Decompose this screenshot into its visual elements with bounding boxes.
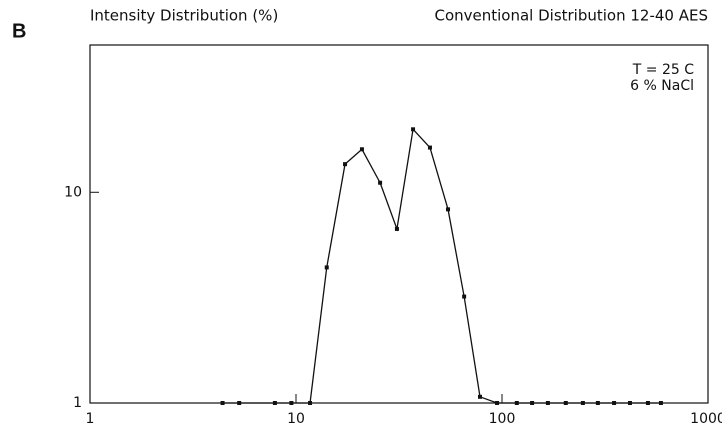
annotation: T = 25 C: [632, 62, 694, 78]
x-tick-label: 1000: [690, 411, 722, 427]
y-tick-label: 10: [64, 184, 82, 200]
data-point: [478, 394, 483, 399]
x-tick-label: 1: [86, 411, 95, 427]
data-point: [324, 265, 329, 270]
data-point: [612, 401, 617, 405]
data-point: [289, 401, 294, 405]
data-point: [220, 401, 225, 405]
data-point: [237, 401, 242, 405]
data-point: [563, 401, 568, 405]
data-point: [411, 127, 416, 132]
data-point: [495, 401, 500, 405]
data-point: [580, 401, 585, 405]
data-point: [627, 401, 632, 405]
data-point: [514, 401, 519, 405]
data-point: [378, 180, 383, 185]
data-point: [272, 401, 277, 405]
data-point: [595, 401, 600, 405]
data-point: [446, 207, 451, 212]
plot-frame: [89, 44, 709, 404]
x-tick-label: 100: [489, 411, 516, 427]
data-point: [462, 294, 467, 299]
panel-label: B: [12, 20, 26, 42]
data-point: [308, 401, 313, 405]
data-point: [394, 226, 399, 231]
y-tick-label: 1: [73, 395, 82, 411]
annotation: 6 % NaCl: [630, 78, 694, 94]
chart-title: Conventional Distribution 12-40 AES: [434, 7, 708, 25]
x-tick-label: 10: [287, 411, 305, 427]
data-point: [658, 401, 663, 405]
data-point: [530, 401, 535, 405]
data-point: [359, 147, 364, 152]
data-point: [343, 162, 348, 167]
data-line: [222, 127, 661, 404]
data-point: [427, 145, 432, 150]
y-axis-label: Intensity Distribution (%): [90, 7, 278, 25]
data-point: [645, 401, 650, 405]
data-point: [545, 401, 550, 405]
